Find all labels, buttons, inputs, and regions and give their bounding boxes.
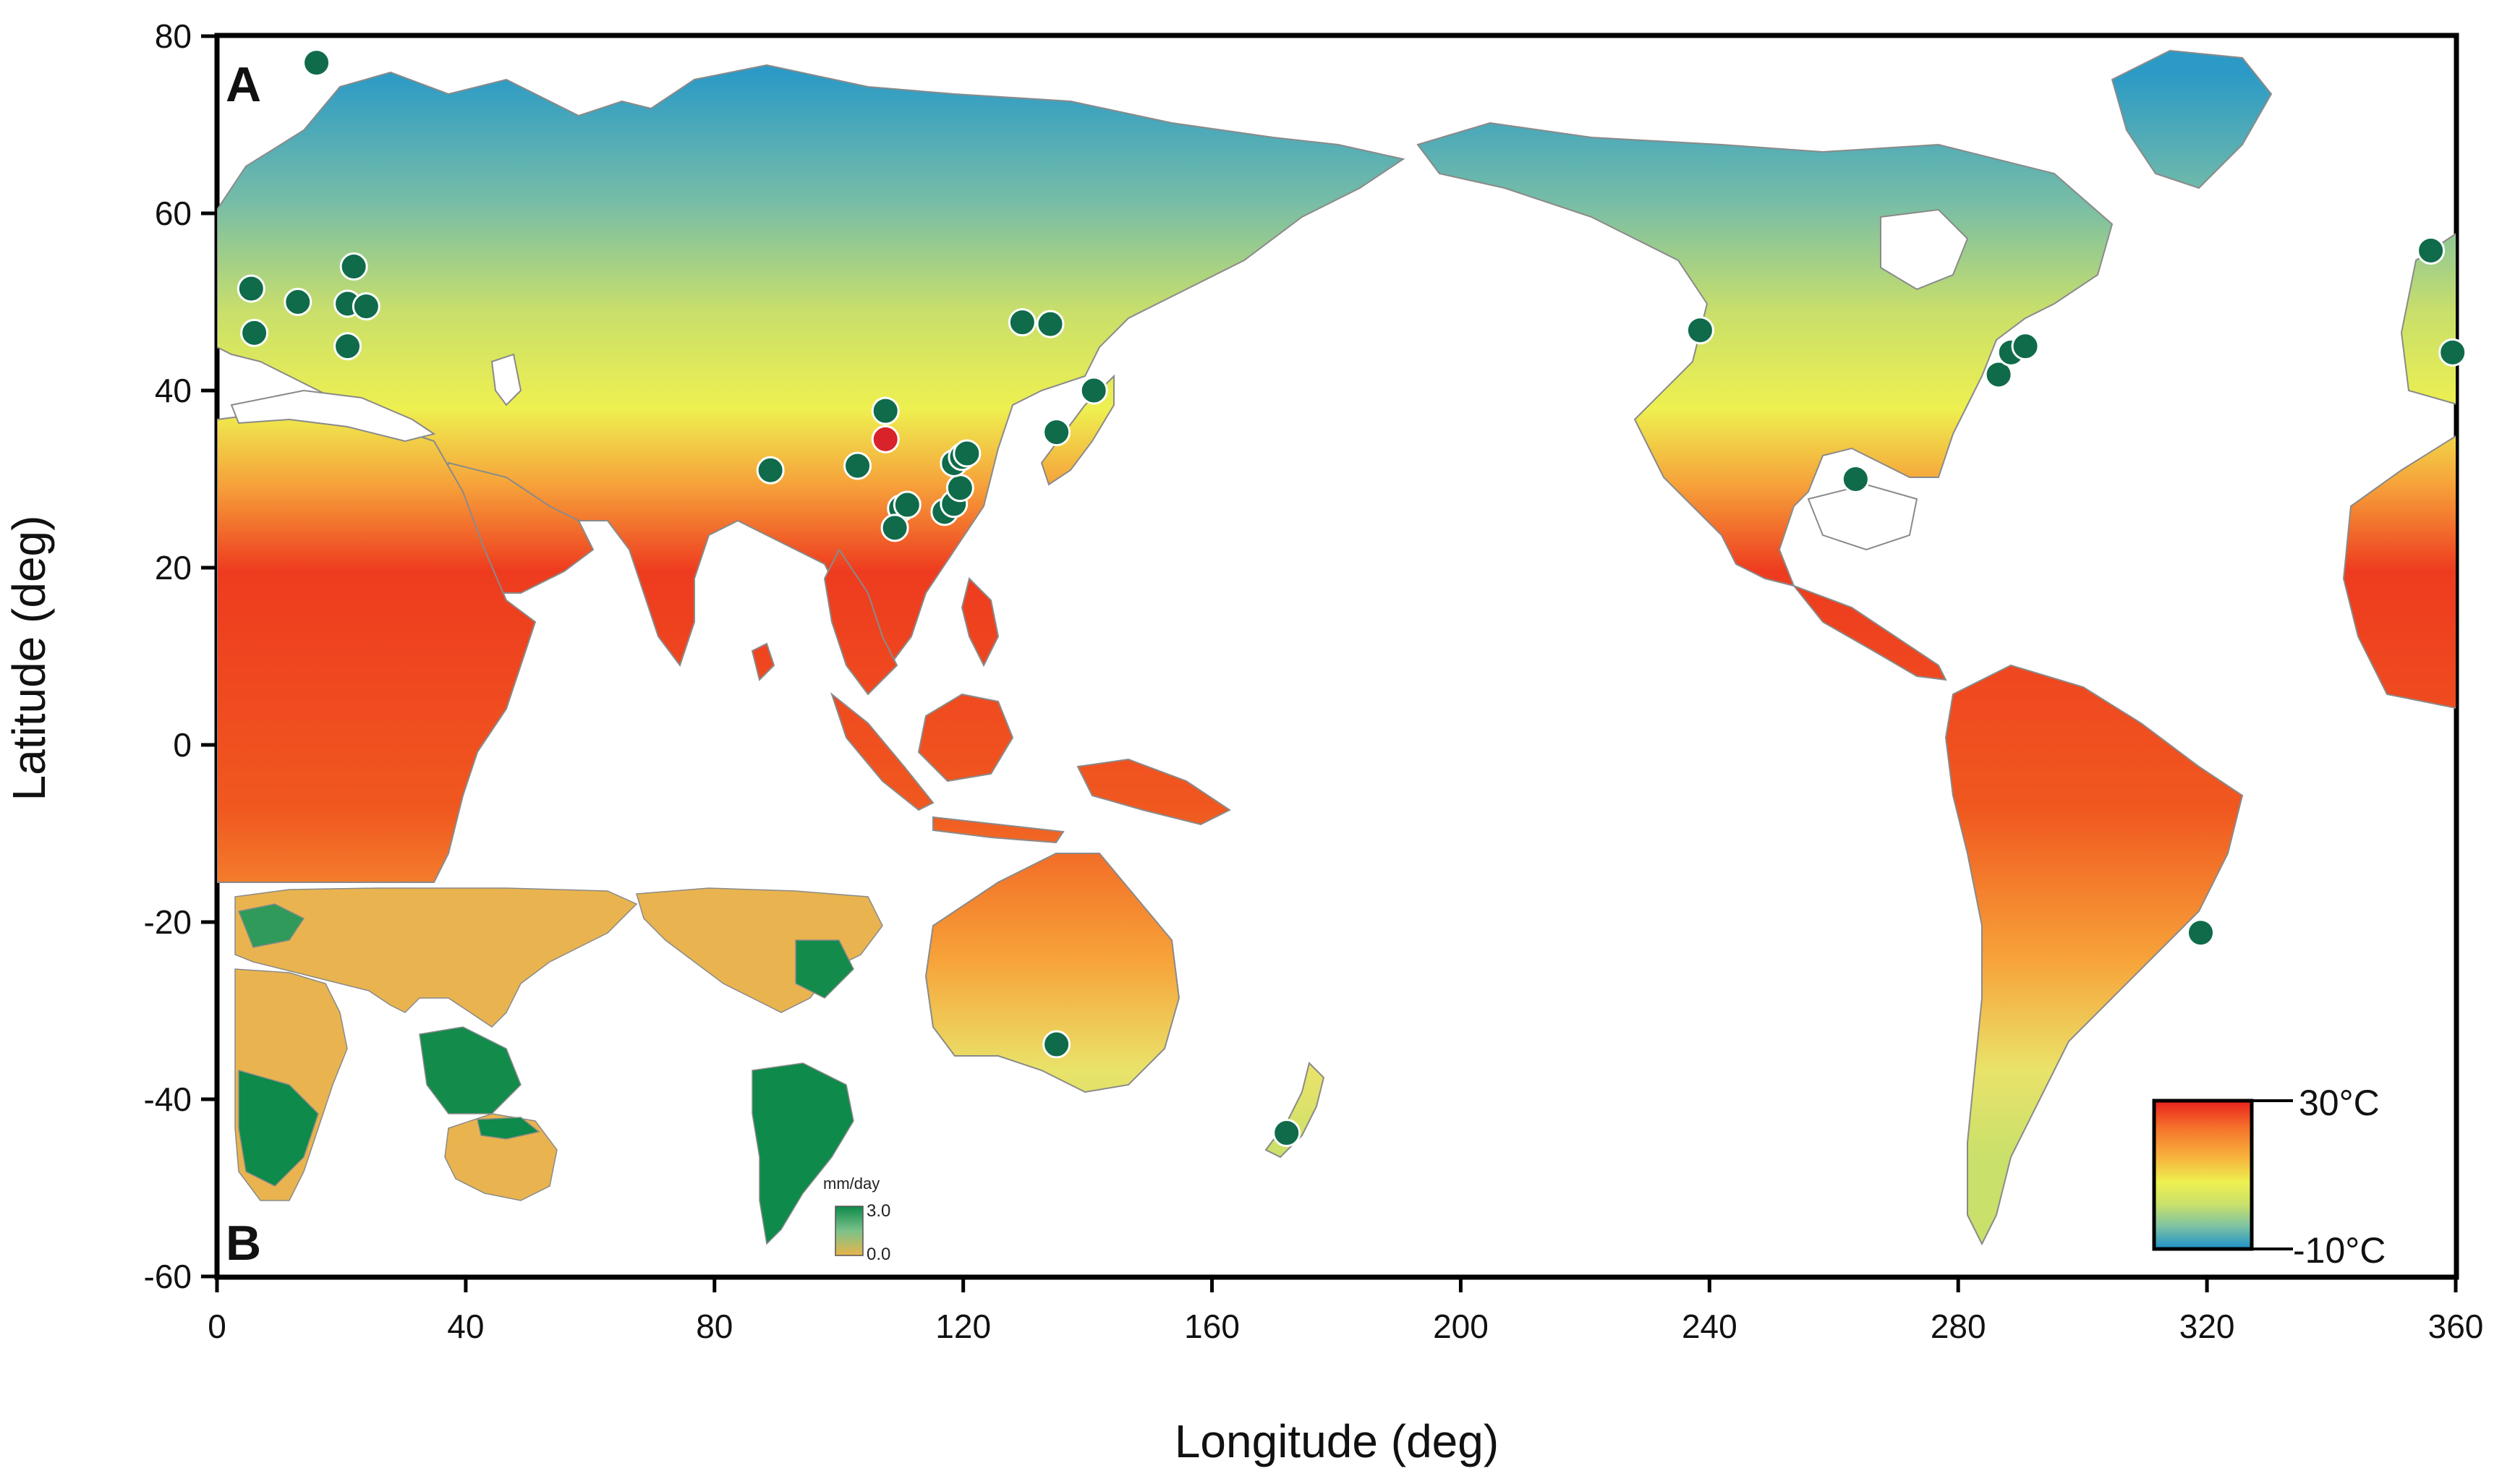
x-tick-label: 80 [696,1308,733,1345]
philippines-landmass [961,577,1000,668]
site-marker [1008,308,1037,337]
site-marker [871,396,900,425]
site-marker [302,48,331,77]
site-marker [1079,376,1108,405]
y-tick-label: 80 [155,17,192,55]
site-marker [237,274,265,303]
site-marker [756,456,785,485]
indochina-landmass [823,548,898,696]
inset-precip-map [234,887,883,1245]
x-tick-label: 0 [208,1308,226,1345]
site-marker [2438,338,2467,367]
site-marker [1984,360,2013,389]
inset-europe [237,903,305,948]
site-marker [352,292,380,321]
focus-site-marker [871,425,900,453]
x-axis-ticks: 0 40 80 120 160 200 240 280 320 360 [208,1276,2483,1345]
site-marker [945,474,974,503]
inset-north-america-east [795,939,854,999]
inset-colorbar [835,1206,864,1256]
site-marker [2011,332,2040,361]
inset-colorbar-unit: mm/day [823,1174,880,1193]
x-tick-label: 200 [1433,1308,1489,1345]
y-tick-label: 60 [155,195,192,232]
site-marker [2417,236,2446,265]
temperature-legend: 30°C -10°C [2152,1083,2386,1271]
y-axis-ticks: 80 60 40 20 0 -20 -40 -60 [144,17,217,1295]
y-tick-label: -60 [144,1258,192,1295]
inset-se-asia [419,1026,522,1114]
x-tick-label: 360 [2428,1308,2484,1345]
site-marker [284,288,312,316]
site-marker [339,252,368,281]
inset-africa-rainforest [238,1070,319,1187]
y-tick-label: 40 [155,372,192,409]
y-tick-label: 20 [155,549,192,587]
greenland-landmass [2111,49,2273,189]
panel-b-label: B [226,1216,261,1271]
site-marker [240,318,269,347]
inset-south-america [752,1062,854,1245]
site-marker [2187,918,2216,947]
x-tick-label: 240 [1682,1308,1737,1345]
site-marker [893,490,922,519]
inset-colorbar-max: 3.0 [867,1201,890,1221]
y-tick-label: -20 [144,903,192,941]
temperature-map [217,49,2456,1246]
java-landmass [932,816,1065,844]
inset-panel-b: mm/day 3.0 0.0 [231,884,904,1274]
caspian-sea [490,353,522,406]
inland-waters [230,208,1969,551]
mediterranean [230,389,436,443]
site-marker [1042,418,1071,447]
temperature-colorbar [2152,1099,2254,1251]
colorbar-min-label: -10°C [2293,1230,2386,1271]
y-tick-label: 0 [173,726,192,764]
site-marker [1841,465,1870,493]
south-america-landmass [1944,664,2244,1246]
borneo-landmass [917,693,1014,782]
x-tick-label: 120 [935,1308,991,1345]
site-marker [1272,1119,1301,1148]
y-axis-title: Latitude (deg) [3,516,55,801]
site-marker [1042,1030,1071,1059]
sri-lanka-landmass [751,642,775,681]
site-marker [1685,316,1714,345]
y-tick-label: -40 [144,1080,192,1118]
x-tick-label: 280 [1931,1308,1986,1345]
site-marker [953,439,982,468]
x-axis-title: Longitude (deg) [1175,1415,1499,1467]
site-marker [333,332,362,361]
inset-colorbar-min: 0.0 [867,1245,890,1264]
site-marker [880,513,909,542]
colorbar-max-label: 30°C [2299,1083,2380,1123]
x-tick-label: 160 [1184,1308,1240,1345]
new-guinea-landmass [1076,758,1231,826]
x-tick-label: 40 [447,1308,484,1345]
inset-eurasia [234,887,638,1028]
x-tick-label: 320 [2179,1308,2235,1345]
sumatra-landmass [830,692,935,811]
inset-australia-north [477,1117,540,1140]
central-america-landmass [1791,584,1947,681]
west-africa-right-landmass [2342,435,2456,709]
hudson-bay [1880,208,1969,291]
panel-a-label: A [226,57,261,112]
site-marker [1036,310,1065,338]
australia-landmass [924,853,1180,1093]
site-marker [843,451,872,480]
sample-sites [237,48,2467,1148]
